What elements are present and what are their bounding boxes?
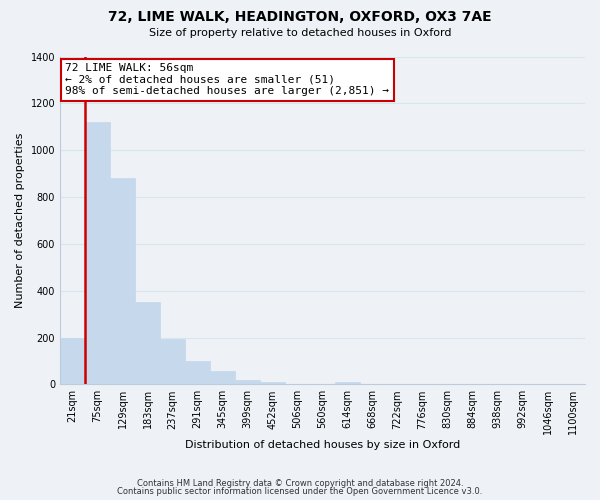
Text: 72 LIME WALK: 56sqm
← 2% of detached houses are smaller (51)
98% of semi-detache: 72 LIME WALK: 56sqm ← 2% of detached hou… bbox=[65, 63, 389, 96]
Bar bbox=[210, 372, 235, 384]
Text: Contains HM Land Registry data © Crown copyright and database right 2024.: Contains HM Land Registry data © Crown c… bbox=[137, 478, 463, 488]
X-axis label: Distribution of detached houses by size in Oxford: Distribution of detached houses by size … bbox=[185, 440, 460, 450]
Bar bbox=[135, 302, 160, 384]
Bar bbox=[110, 178, 135, 384]
Bar bbox=[185, 361, 210, 384]
Bar bbox=[335, 382, 360, 384]
Bar bbox=[235, 380, 260, 384]
Text: Size of property relative to detached houses in Oxford: Size of property relative to detached ho… bbox=[149, 28, 451, 38]
Text: Contains public sector information licensed under the Open Government Licence v3: Contains public sector information licen… bbox=[118, 487, 482, 496]
Y-axis label: Number of detached properties: Number of detached properties bbox=[15, 132, 25, 308]
Bar bbox=[260, 382, 285, 384]
Bar bbox=[60, 338, 85, 384]
Bar bbox=[160, 339, 185, 384]
Bar bbox=[85, 122, 110, 384]
Text: 72, LIME WALK, HEADINGTON, OXFORD, OX3 7AE: 72, LIME WALK, HEADINGTON, OXFORD, OX3 7… bbox=[108, 10, 492, 24]
